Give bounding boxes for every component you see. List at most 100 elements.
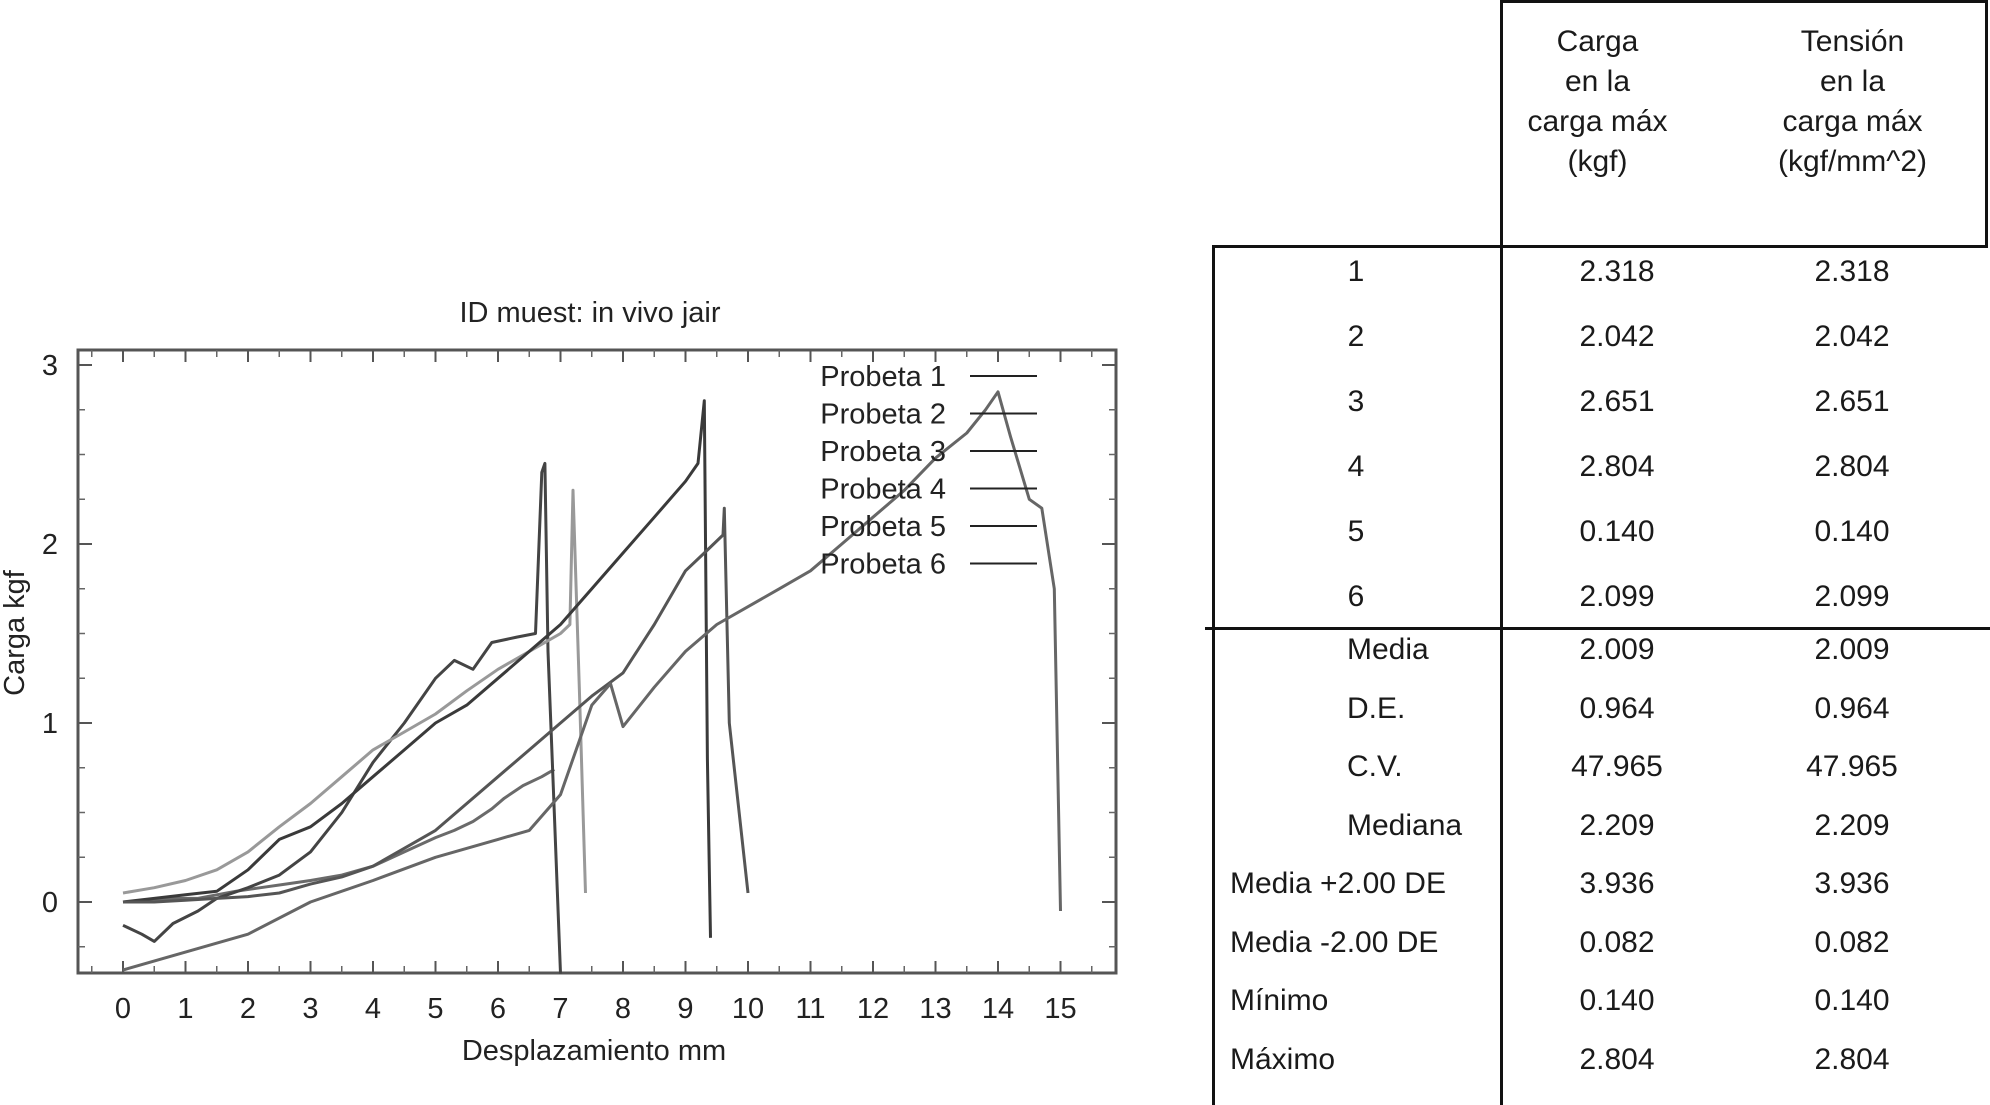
stat-carga: 0.964 <box>1579 691 1655 725</box>
x-tick-label: 9 <box>677 993 693 1025</box>
legend: Probeta 1 Probeta 2 Probeta 3 Probeta 4 Prob… <box>820 361 1037 581</box>
series-line-5 <box>123 506 750 904</box>
stat-carga: 2.209 <box>1579 808 1655 842</box>
stat-label: Mediana <box>1347 808 1463 842</box>
header-line: (kgf/mm^2) <box>1777 145 1928 178</box>
table-border-mid <box>1500 245 1503 1105</box>
stat-label: Media -2.00 DE <box>1230 925 1439 959</box>
series-line-2 <box>122 461 562 974</box>
x-tick-label: 10 <box>732 993 764 1025</box>
stat-tension: 2.009 <box>1814 633 1890 666</box>
y-tick-label: 1 <box>42 708 58 740</box>
stat-tension: 3.936 <box>1814 867 1890 900</box>
row-label: 2 <box>1347 320 1365 353</box>
x-tick-label: 15 <box>1044 993 1076 1025</box>
stat-label: Media +2.00 DE <box>1230 867 1446 900</box>
series-line-3 <box>122 488 587 895</box>
x-tick-label: 8 <box>615 993 631 1025</box>
header-line: carga máx <box>1782 105 1923 138</box>
row-tension: 2.804 <box>1814 450 1890 483</box>
row-tension: 2.651 <box>1814 385 1890 418</box>
series-line-6 <box>122 390 1062 972</box>
x-tick-label: 1 <box>177 993 193 1025</box>
header-tension: Tensión en la carga máx (kgf/mm^2) <box>1750 22 1955 182</box>
y-tick-label: 0 <box>42 887 58 919</box>
x-tick-label: 12 <box>857 993 889 1025</box>
header-line: en la <box>1819 65 1886 98</box>
row-tension: 2.042 <box>1814 320 1890 353</box>
x-tick-label: 5 <box>427 993 443 1025</box>
row-tension: 2.318 <box>1814 255 1890 288</box>
stat-tension: 0.140 <box>1814 984 1890 1017</box>
stat-carga: 3.936 <box>1579 867 1655 900</box>
stat-carga: 2.009 <box>1579 633 1655 666</box>
row-carga: 2.318 <box>1579 255 1655 288</box>
y-tick-label: 3 <box>42 350 58 382</box>
stat-label: C.V. <box>1347 750 1403 783</box>
y-axis-label: Carga kgf <box>0 569 31 696</box>
row-label: 5 <box>1347 515 1365 548</box>
row-label: 1 <box>1347 255 1365 288</box>
x-tick-label: 13 <box>919 993 951 1025</box>
x-axis-label: Desplazamiento mm <box>462 1035 726 1067</box>
row-carga: 2.099 <box>1579 580 1655 613</box>
stat-label: Máximo <box>1230 1042 1336 1076</box>
stat-carga: 0.082 <box>1579 925 1655 959</box>
stat-tension: 0.082 <box>1814 925 1890 959</box>
table-border-right <box>1985 0 1988 248</box>
stat-tension: 0.964 <box>1814 691 1890 725</box>
row-carga: 2.042 <box>1579 320 1655 353</box>
x-tick-label: 3 <box>302 993 318 1025</box>
series-line-4 <box>122 399 712 938</box>
legend-label: Probeta 1 <box>820 361 946 393</box>
series-line-1 <box>122 768 556 904</box>
row-label: 3 <box>1347 385 1365 418</box>
legend-label: Probeta 4 <box>820 474 946 506</box>
row-tension: 0.140 <box>1814 515 1890 548</box>
legend-label: Probeta 6 <box>820 549 946 581</box>
table-border-top <box>1500 0 1988 3</box>
legend-label: Probeta 2 <box>820 399 946 431</box>
row-carga: 0.140 <box>1579 515 1655 548</box>
series-lines <box>122 390 1062 974</box>
row-tension: 2.099 <box>1814 580 1890 613</box>
x-tick-label: 11 <box>795 993 825 1025</box>
table-border-left-header <box>1500 0 1503 248</box>
stat-carga: 47.965 <box>1571 750 1663 783</box>
stat-carga: 2.804 <box>1579 1042 1655 1076</box>
header-line: carga máx <box>1527 105 1668 138</box>
stat-tension: 2.209 <box>1814 808 1890 842</box>
table-border-stats-separator <box>1205 627 1990 630</box>
x-tick-label: 14 <box>982 993 1014 1025</box>
stat-tension: 47.965 <box>1806 750 1898 783</box>
header-line: Carga <box>1556 25 1639 58</box>
x-tick-label: 4 <box>365 993 381 1025</box>
chart-title: ID muest: in vivo jair <box>459 297 720 329</box>
legend-label: Probeta 3 <box>820 436 946 468</box>
table-border-header-bottom <box>1212 245 1988 248</box>
header-line: (kgf) <box>1567 145 1628 178</box>
x-tick-label: 7 <box>552 993 568 1025</box>
header-line: en la <box>1564 65 1631 98</box>
load-displacement-chart: ID muest: in vivo jair Probeta 1Probeta … <box>0 297 1118 1067</box>
stat-label: Mínimo <box>1230 984 1329 1017</box>
header-carga: Carga en la carga máx (kgf) <box>1510 22 1685 182</box>
x-tick-label: 2 <box>240 993 256 1025</box>
row-carga: 2.804 <box>1579 450 1655 483</box>
row-carga: 2.651 <box>1579 385 1655 418</box>
header-line: Tensión <box>1800 25 1905 58</box>
row-label: 6 <box>1347 580 1365 613</box>
stat-label: D.E. <box>1347 691 1406 725</box>
x-tick-label: 6 <box>490 993 506 1025</box>
stat-label: Media <box>1347 633 1429 666</box>
legend-label: Probeta 5 <box>820 511 946 543</box>
table-border-left <box>1212 245 1215 1105</box>
y-tick-label: 2 <box>42 529 58 561</box>
axis-ticks <box>78 350 1116 973</box>
row-label: 4 <box>1347 450 1365 483</box>
stat-tension: 2.804 <box>1814 1042 1890 1076</box>
stat-carga: 0.140 <box>1579 984 1655 1017</box>
plot-frame <box>76 348 1118 975</box>
x-tick-label: 0 <box>115 993 131 1025</box>
